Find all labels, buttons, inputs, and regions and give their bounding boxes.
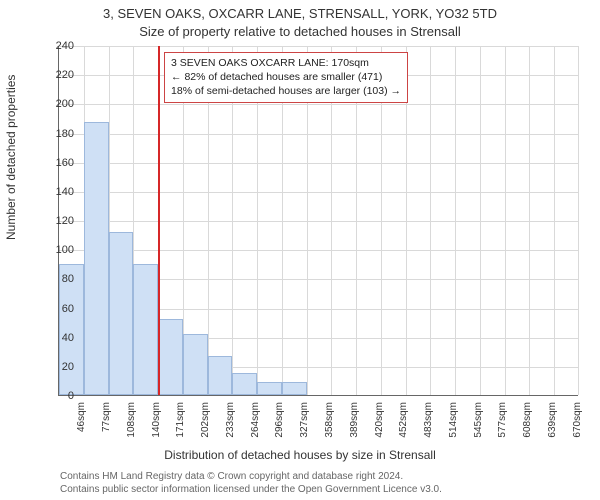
y-tick-label: 180 xyxy=(44,128,74,140)
y-tick-label: 140 xyxy=(44,186,74,198)
x-tick-label: 140sqm xyxy=(151,402,162,442)
chart-container: 3, SEVEN OAKS, OXCARR LANE, STRENSALL, Y… xyxy=(0,0,600,500)
x-tick-label: 296sqm xyxy=(274,402,285,442)
y-tick-label: 100 xyxy=(44,244,74,256)
annotation-box: 3 SEVEN OAKS OXCARR LANE: 170sqm← 82% of… xyxy=(164,52,408,103)
gridline-h xyxy=(59,104,578,105)
x-tick-label: 202sqm xyxy=(200,402,211,442)
chart-title-line2: Size of property relative to detached ho… xyxy=(0,24,600,39)
x-tick-label: 108sqm xyxy=(126,402,137,442)
histogram-bar xyxy=(183,334,208,395)
footnote: Contains HM Land Registry data © Crown c… xyxy=(60,470,442,496)
histogram-bar xyxy=(133,264,158,395)
y-tick-label: 20 xyxy=(44,361,74,373)
x-tick-label: 171sqm xyxy=(175,402,186,442)
gridline-v xyxy=(554,46,555,395)
y-tick-label: 220 xyxy=(44,69,74,81)
x-axis-label: Distribution of detached houses by size … xyxy=(0,448,600,462)
y-tick-label: 240 xyxy=(44,40,74,52)
gridline-h xyxy=(59,192,578,193)
x-tick-label: 639sqm xyxy=(547,402,558,442)
reference-line xyxy=(158,46,160,395)
gridline-h xyxy=(59,163,578,164)
y-axis-label: Number of detached properties xyxy=(4,75,18,240)
x-tick-label: 670sqm xyxy=(572,402,583,442)
annotation-line2: ← 82% of detached houses are smaller (47… xyxy=(171,70,401,84)
footnote-line1: Contains HM Land Registry data © Crown c… xyxy=(60,470,442,483)
x-tick-label: 577sqm xyxy=(497,402,508,442)
x-tick-label: 264sqm xyxy=(250,402,261,442)
y-tick-label: 200 xyxy=(44,98,74,110)
footnote-line2: Contains public sector information licen… xyxy=(60,483,442,496)
x-tick-label: 46sqm xyxy=(76,402,87,442)
x-tick-label: 514sqm xyxy=(448,402,459,442)
gridline-v xyxy=(529,46,530,395)
histogram-bar xyxy=(232,373,257,395)
plot-area: 3 SEVEN OAKS OXCARR LANE: 170sqm← 82% of… xyxy=(58,46,578,396)
gridline-h xyxy=(59,46,578,47)
x-tick-label: 233sqm xyxy=(225,402,236,442)
y-tick-label: 160 xyxy=(44,157,74,169)
x-tick-label: 420sqm xyxy=(374,402,385,442)
histogram-bar xyxy=(208,356,233,395)
chart-title-line1: 3, SEVEN OAKS, OXCARR LANE, STRENSALL, Y… xyxy=(0,6,600,21)
annotation-line3: 18% of semi-detached houses are larger (… xyxy=(171,84,401,98)
gridline-v xyxy=(578,46,579,395)
x-tick-label: 358sqm xyxy=(324,402,335,442)
gridline-v xyxy=(480,46,481,395)
histogram-bar xyxy=(158,319,183,395)
x-tick-label: 389sqm xyxy=(349,402,360,442)
histogram-bar xyxy=(257,382,282,395)
x-tick-label: 327sqm xyxy=(299,402,310,442)
x-tick-label: 608sqm xyxy=(522,402,533,442)
y-tick-label: 60 xyxy=(44,303,74,315)
x-tick-label: 483sqm xyxy=(423,402,434,442)
annotation-line1: 3 SEVEN OAKS OXCARR LANE: 170sqm xyxy=(171,56,401,70)
histogram-bar xyxy=(109,232,134,395)
x-tick-label: 452sqm xyxy=(398,402,409,442)
gridline-v xyxy=(505,46,506,395)
y-tick-label: 40 xyxy=(44,332,74,344)
gridline-v xyxy=(430,46,431,395)
y-tick-label: 80 xyxy=(44,273,74,285)
x-tick-label: 545sqm xyxy=(473,402,484,442)
histogram-bar xyxy=(282,382,307,395)
y-tick-label: 0 xyxy=(44,390,74,402)
gridline-h xyxy=(59,221,578,222)
y-tick-label: 120 xyxy=(44,215,74,227)
x-tick-label: 77sqm xyxy=(101,402,112,442)
histogram-bar xyxy=(84,122,109,395)
gridline-h xyxy=(59,250,578,251)
gridline-v xyxy=(455,46,456,395)
gridline-h xyxy=(59,134,578,135)
